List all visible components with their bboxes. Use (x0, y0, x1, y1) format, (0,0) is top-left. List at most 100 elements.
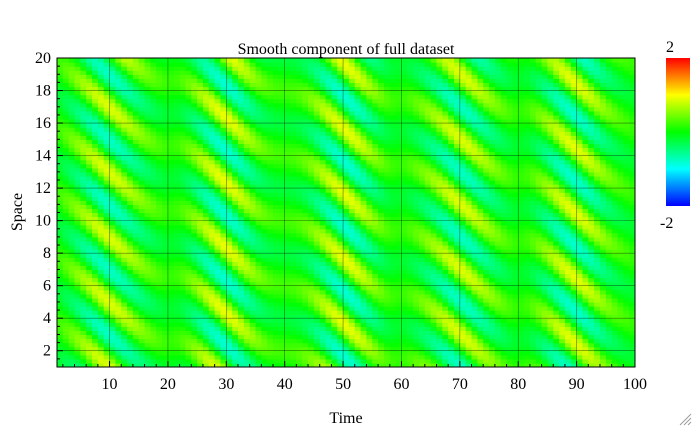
heatmap-cell (436, 277, 443, 283)
heatmap-cell (232, 110, 239, 116)
heatmap-cell (150, 253, 157, 258)
heatmap-cell (68, 293, 76, 299)
heatmap-cell (185, 66, 192, 71)
heatmap-cell (313, 163, 321, 169)
heatmap-cell (109, 143, 116, 149)
heatmap-cell (267, 151, 274, 157)
heatmap-cell (173, 306, 181, 311)
heatmap-cell (249, 322, 257, 327)
heatmap-cell (202, 167, 210, 173)
heatmap-cell (337, 289, 344, 295)
heatmap-cell (191, 200, 198, 205)
heatmap-cell (74, 131, 81, 136)
heatmap-cell (401, 204, 408, 210)
heatmap-cell (197, 273, 204, 279)
heatmap-cell (401, 127, 408, 132)
heatmap-cell (191, 188, 198, 193)
heatmap-cell (167, 330, 175, 336)
heatmap-cell (127, 212, 134, 218)
heatmap-cell (208, 70, 216, 75)
heatmap-cell (273, 212, 280, 218)
heatmap-cell (296, 62, 303, 67)
heatmap-cell (348, 82, 356, 88)
heatmap-cell (103, 249, 111, 254)
heatmap-cell (202, 326, 210, 332)
heatmap-cell (132, 208, 140, 214)
heatmap-cell (261, 147, 268, 153)
heatmap-cell (243, 155, 251, 161)
heatmap-cell (80, 98, 87, 104)
heatmap-cell (325, 232, 333, 238)
heatmap-cell (214, 110, 222, 116)
heatmap-cell (249, 98, 257, 104)
heatmap-cell (401, 118, 408, 124)
heatmap-cell (138, 139, 146, 144)
heatmap-cell (237, 289, 245, 295)
heatmap-cell (378, 281, 385, 287)
heatmap-cell (197, 171, 204, 177)
heatmap-cell (127, 74, 134, 79)
heatmap-cell (331, 253, 338, 258)
heatmap-cell (92, 273, 99, 279)
heatmap-cell (343, 245, 350, 250)
heatmap-cell (127, 204, 134, 210)
heatmap-cell (360, 281, 368, 287)
heatmap-cell (115, 196, 122, 201)
heatmap-cell (302, 106, 309, 112)
heatmap-cell (179, 220, 187, 226)
heatmap-cell (109, 179, 116, 185)
heatmap-cell (173, 184, 181, 189)
heatmap-cell (348, 224, 356, 230)
heatmap-cell (354, 118, 362, 124)
heatmap-cell (418, 143, 426, 149)
heatmap-cell (57, 212, 64, 218)
heatmap-cell (144, 135, 152, 140)
heatmap-cell (273, 293, 280, 299)
heatmap-cell (92, 208, 99, 214)
heatmap-cell (150, 350, 157, 356)
heatmap-cell (261, 310, 268, 315)
heatmap-cell (97, 131, 105, 136)
heatmap-cell (144, 118, 152, 124)
heatmap-cell (337, 106, 344, 112)
heatmap-cell (86, 192, 93, 197)
heatmap-cell (325, 240, 333, 246)
heatmap-cell (226, 175, 233, 181)
heatmap-cell (92, 102, 99, 108)
heatmap-cell (156, 123, 163, 128)
heatmap-cell (138, 143, 146, 149)
heatmap-cell (255, 196, 262, 201)
heatmap-cell (389, 127, 397, 132)
heatmap-cell (202, 306, 210, 311)
heatmap-cell (319, 143, 327, 149)
heatmap-cell (167, 322, 175, 327)
heatmap-cell (372, 98, 379, 104)
heatmap-cell (80, 123, 87, 128)
heatmap-cell (389, 273, 397, 279)
heatmap-cell (308, 159, 315, 165)
heatmap-cell (185, 326, 192, 332)
heatmap-cell (167, 143, 175, 149)
heatmap-cell (167, 350, 175, 356)
heatmap-cell (167, 362, 175, 367)
heatmap-cell (325, 70, 333, 75)
heatmap-cell (319, 155, 327, 161)
heatmap-cell (337, 179, 344, 185)
heatmap-cell (127, 127, 134, 132)
heatmap-cell (121, 184, 128, 189)
heatmap-cell (389, 135, 397, 140)
heatmap-cell (197, 175, 204, 181)
heatmap-cell (86, 236, 93, 242)
heatmap-cell (290, 143, 297, 149)
heatmap-cell (284, 281, 292, 287)
heatmap-cell (162, 98, 169, 104)
heatmap-cell (115, 228, 122, 234)
heatmap-cell (383, 306, 391, 311)
heatmap-cell (331, 326, 338, 332)
heatmap-cell (144, 110, 152, 116)
heatmap-cell (372, 240, 379, 246)
heatmap-cell (261, 301, 268, 307)
heatmap-cell (156, 330, 163, 336)
heatmap-cell (430, 358, 438, 364)
